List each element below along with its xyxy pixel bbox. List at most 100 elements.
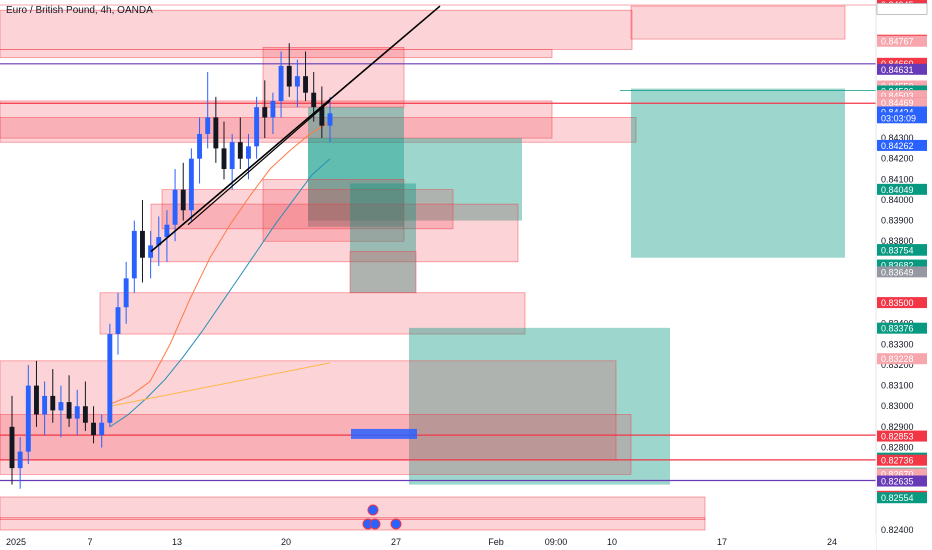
candle-17 [148, 230, 154, 279]
time-tick-8: 17 [717, 537, 727, 547]
price-badge-12: 03:03:09 [877, 112, 927, 124]
price-tick-9: 0.83200 [881, 360, 914, 370]
supply-zone-4 [0, 100, 553, 139]
price-badge-label: 03:03:09 [881, 113, 916, 123]
price-badge-label: 0.84469 [881, 98, 914, 108]
price-badge-13: 0.84262 [877, 139, 927, 151]
price-badge-label: 0.83649 [881, 267, 914, 277]
price-badge-label: 0.84049 [881, 185, 914, 195]
candle-36 [303, 51, 308, 101]
chart-title: Euro / British Pound, 4h, OANDA [6, 5, 153, 16]
candle-1 [17, 437, 23, 489]
price-badge-label: 0.83500 [881, 298, 914, 308]
price-badge-label: 0.83754 [881, 246, 914, 256]
time-axis[interactable] [0, 534, 876, 550]
event-marker-0 [367, 504, 379, 516]
price-badge-bg [877, 259, 927, 271]
candle-body [58, 402, 64, 411]
candle-39 [327, 96, 333, 143]
moving-averages [109, 121, 331, 428]
price-badge-20: 0.83376 [877, 322, 927, 334]
price-badge-label: 0.84924 [881, 4, 914, 14]
price-tick-3: 0.84000 [881, 195, 914, 205]
candle-body [9, 426, 15, 469]
price-badge-bg [877, 35, 927, 47]
candle-body [188, 158, 194, 211]
candle-26 [221, 121, 227, 180]
candle-body [17, 451, 23, 469]
price-badge-bg [877, 112, 927, 124]
supply-zone-10 [150, 203, 519, 263]
price-badge-bg [877, 322, 927, 334]
candle-body [311, 92, 317, 108]
moving-average-1 [109, 158, 331, 428]
time-tick-4: 27 [391, 537, 401, 547]
price-badge-17: 0.83682 [877, 259, 927, 271]
candle-body [327, 113, 333, 126]
candle-body [74, 406, 80, 419]
candle-32 [270, 92, 276, 134]
target-zone-8 [631, 88, 845, 258]
price-badge-bg [877, 244, 927, 256]
price-badge-10: 0.84469 [877, 97, 927, 109]
supply-zone-11 [161, 189, 454, 230]
supply-zone-13 [349, 251, 417, 294]
price-badge-5: 0.84631 [877, 63, 927, 75]
candle-body [131, 230, 137, 279]
price-badge-label: 0.83682 [881, 261, 914, 271]
supply-zone-1 [0, 9, 633, 50]
time-tick-9: 24 [827, 537, 837, 547]
candle-body [246, 146, 251, 159]
order-marker [351, 428, 417, 439]
price-tick-11: 0.83000 [881, 401, 914, 411]
price-tick-0: 0.84300 [881, 133, 914, 143]
candle-body [164, 224, 170, 238]
price-badge-27: 0.82635 [877, 475, 927, 487]
candle-18 [156, 216, 162, 266]
candle-27 [229, 133, 235, 190]
candle-5 [50, 369, 56, 423]
moving-average-2 [109, 362, 331, 407]
price-badge-bg [877, 183, 927, 195]
price-badge-label: 0.84503 [881, 91, 914, 101]
price-tick-8: 0.83300 [881, 339, 914, 349]
price-badge-label: 0.83228 [881, 354, 914, 364]
price-badges: 0.849450.849240.847720.847670.846600.846… [876, 0, 928, 504]
event-marker-3 [390, 518, 402, 530]
candle-body [229, 142, 235, 170]
candle-body [140, 230, 145, 258]
price-tick-4: 0.83900 [881, 216, 914, 226]
price-badge-24: 0.82736 [877, 454, 927, 466]
price-badge-8: 0.84503 [877, 90, 927, 102]
candle-38 [319, 86, 325, 139]
candle-24 [205, 72, 211, 149]
candle-34 [286, 43, 292, 97]
trendline [150, 5, 441, 253]
price-tick-2: 0.84100 [881, 174, 914, 184]
candle-body [172, 189, 178, 225]
drawing-zones [0, 5, 846, 531]
supply-zone-5 [0, 117, 637, 143]
time-tick-0: 2025 [6, 537, 26, 547]
supply-zone-18 [0, 496, 706, 520]
candle-body [82, 406, 88, 423]
candle-body [180, 189, 186, 211]
supply-zone-14 [99, 292, 526, 335]
price-tick-13: 0.82800 [881, 442, 914, 452]
candle-21 [180, 162, 186, 221]
candle-16 [140, 199, 145, 283]
horizontal-lines [0, 4, 876, 482]
time-axis-background [0, 534, 876, 550]
target-zone-12 [350, 183, 416, 293]
candle-body [278, 65, 284, 101]
candle-body [99, 422, 105, 436]
candle-7 [66, 375, 72, 427]
candle-14 [123, 261, 129, 324]
price-badge-21: 0.83228 [877, 353, 927, 365]
price-tick-1: 0.84200 [881, 154, 914, 164]
price-badge-bg [877, 90, 927, 102]
candle-body [156, 237, 162, 246]
candle-body [91, 422, 96, 436]
